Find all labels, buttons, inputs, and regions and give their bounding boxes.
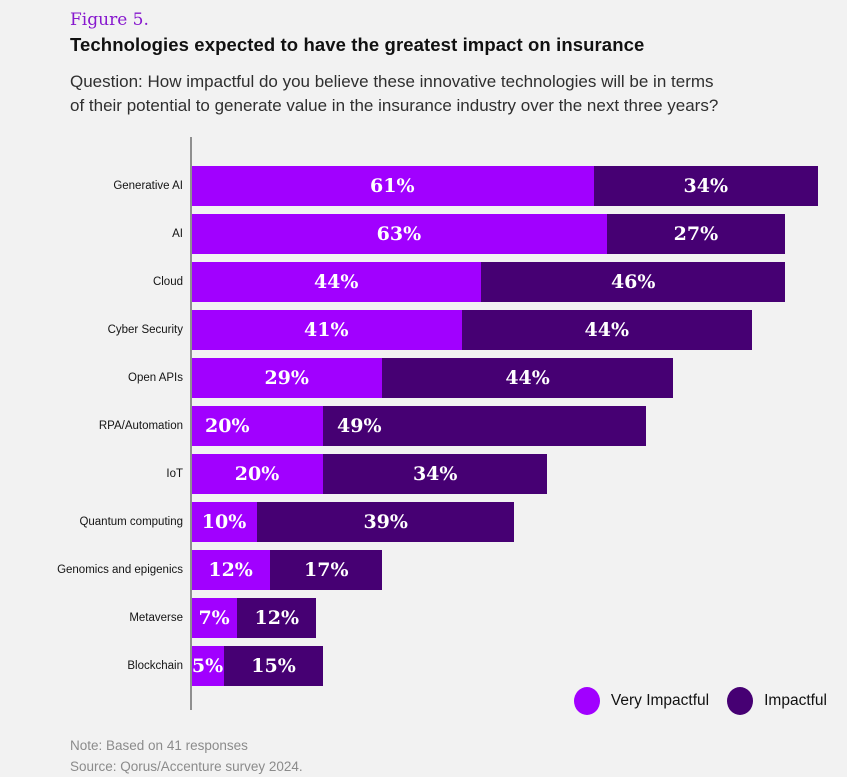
chart-row: Cyber Security 41% 44%	[0, 310, 847, 350]
bar-value-label: 63%	[376, 223, 422, 245]
question-line-1: Question: How impactful do you believe t…	[70, 72, 714, 91]
bar-segment-very-impactful: 44%	[191, 262, 482, 302]
chart-row: Quantum computing 10% 39%	[0, 502, 847, 542]
category-label: RPA/Automation	[98, 419, 183, 432]
bar-segment-impactful: 34%	[593, 166, 818, 206]
legend-item: Very Impactful	[573, 687, 710, 715]
stacked-bar: 20% 34%	[191, 454, 548, 494]
category-label: Cloud	[152, 275, 183, 288]
category-label: IoT	[166, 467, 183, 480]
legend-item: Impactful	[727, 687, 827, 715]
stacked-bar: 12% 17%	[191, 550, 383, 590]
bar-value-label: 20%	[205, 415, 250, 437]
chart-row: Cloud 44% 46%	[0, 262, 847, 302]
bar-segment-impactful: 17%	[270, 550, 383, 590]
bar-segment-impactful: 49%	[323, 406, 647, 446]
legend-dot-icon	[573, 687, 600, 715]
stacked-bar: 7% 12%	[191, 598, 317, 638]
bar-value-label: 41%	[304, 319, 349, 341]
question-text: Question: How impactful do you believe t…	[70, 70, 718, 118]
stacked-bar: 29% 44%	[191, 358, 673, 398]
bar-segment-impactful: 46%	[481, 262, 785, 302]
bar-segment-very-impactful: 20%	[191, 454, 323, 494]
category-label: Genomics and epigenics	[57, 563, 183, 576]
chart-row: Metaverse 7% 12%	[0, 598, 847, 638]
bar-segment-very-impactful: 10%	[191, 502, 257, 542]
bar-value-label: 49%	[337, 415, 382, 437]
legend-label: Very Impactful	[610, 692, 710, 709]
stacked-bar: 41% 44%	[191, 310, 752, 350]
bar-value-label: 46%	[610, 271, 656, 293]
chart-row: Blockchain 5% 15%	[0, 646, 847, 686]
category-label: AI	[172, 227, 183, 240]
bar-value-label: 10%	[201, 511, 247, 533]
bar-segment-impactful: 39%	[257, 502, 515, 542]
bar-value-label: 44%	[313, 271, 359, 293]
chart-row: RPA/Automation 20% 49%	[0, 406, 847, 446]
bar-segment-very-impactful: 5%	[191, 646, 224, 686]
chart-rows: Generative AI 61% 34% AI 63% 27% Cloud 44% 46% Cy…	[0, 166, 847, 686]
bar-value-label: 17%	[304, 559, 349, 581]
figure-label: Figure 5.	[70, 10, 149, 30]
bar-value-label: 12%	[208, 559, 253, 581]
bar-segment-impactful: 44%	[382, 358, 673, 398]
chart-row: Generative AI 61% 34%	[0, 166, 847, 206]
impact-bar-chart: Generative AI 61% 34% AI 63% 27% Cloud 44% 46% Cy…	[0, 137, 847, 715]
chart-row: Open APIs 29% 44%	[0, 358, 847, 398]
bar-segment-very-impactful: 29%	[191, 358, 383, 398]
bar-segment-very-impactful: 61%	[191, 166, 594, 206]
bar-value-label: 12%	[254, 607, 300, 629]
bar-segment-impactful: 44%	[461, 310, 752, 350]
bar-value-label: 44%	[584, 319, 630, 341]
category-label: Quantum computing	[79, 515, 183, 528]
bar-segment-very-impactful: 20%	[191, 406, 323, 446]
bar-segment-very-impactful: 63%	[191, 214, 607, 254]
category-label: Blockchain	[127, 659, 183, 672]
y-axis-line	[190, 137, 192, 710]
chart-row: AI 63% 27%	[0, 214, 847, 254]
category-label: Open APIs	[128, 371, 183, 384]
stacked-bar: 5% 15%	[191, 646, 323, 686]
figure-title: Technologies expected to have the greate…	[70, 34, 645, 55]
bar-value-label: 7%	[198, 607, 230, 629]
category-label: Cyber Security	[107, 323, 183, 336]
bar-segment-impactful: 12%	[237, 598, 317, 638]
category-label: Metaverse	[129, 611, 183, 624]
bar-segment-impactful: 15%	[224, 646, 323, 686]
bar-segment-very-impactful: 41%	[191, 310, 462, 350]
note-text: Note: Based on 41 responses	[70, 738, 248, 753]
bar-segment-very-impactful: 7%	[191, 598, 238, 638]
bar-segment-impactful: 27%	[606, 214, 785, 254]
source-text: Source: Qorus/Accenture survey 2024.	[70, 759, 303, 774]
bar-value-label: 34%	[412, 463, 458, 485]
legend-dot-icon	[727, 687, 754, 715]
stacked-bar: 10% 39%	[191, 502, 515, 542]
bar-value-label: 39%	[363, 511, 408, 533]
bar-segment-impactful: 34%	[323, 454, 548, 494]
bar-value-label: 61%	[370, 175, 415, 197]
question-line-2: of their potential to generate value in …	[70, 96, 719, 115]
stacked-bar: 44% 46%	[191, 262, 785, 302]
bar-value-label: 29%	[264, 367, 309, 389]
bar-value-label: 20%	[234, 463, 280, 485]
bar-value-label: 34%	[683, 175, 729, 197]
stacked-bar: 61% 34%	[191, 166, 818, 206]
bar-value-label: 27%	[673, 223, 719, 245]
stacked-bar: 20% 49%	[191, 406, 647, 446]
category-label: Generative AI	[113, 179, 183, 192]
chart-footer: Note: Based on 41 responses Source: Qoru…	[70, 735, 303, 777]
bar-value-label: 15%	[251, 655, 296, 677]
chart-row: Genomics and epigenics 12% 17%	[0, 550, 847, 590]
bar-segment-very-impactful: 12%	[191, 550, 271, 590]
chart-legend: Very Impactful Impactful	[573, 687, 827, 715]
stacked-bar: 63% 27%	[191, 214, 785, 254]
bar-value-label: 5%	[191, 655, 224, 677]
legend-label: Impactful	[764, 692, 827, 709]
bar-value-label: 44%	[505, 367, 550, 389]
chart-row: IoT 20% 34%	[0, 454, 847, 494]
